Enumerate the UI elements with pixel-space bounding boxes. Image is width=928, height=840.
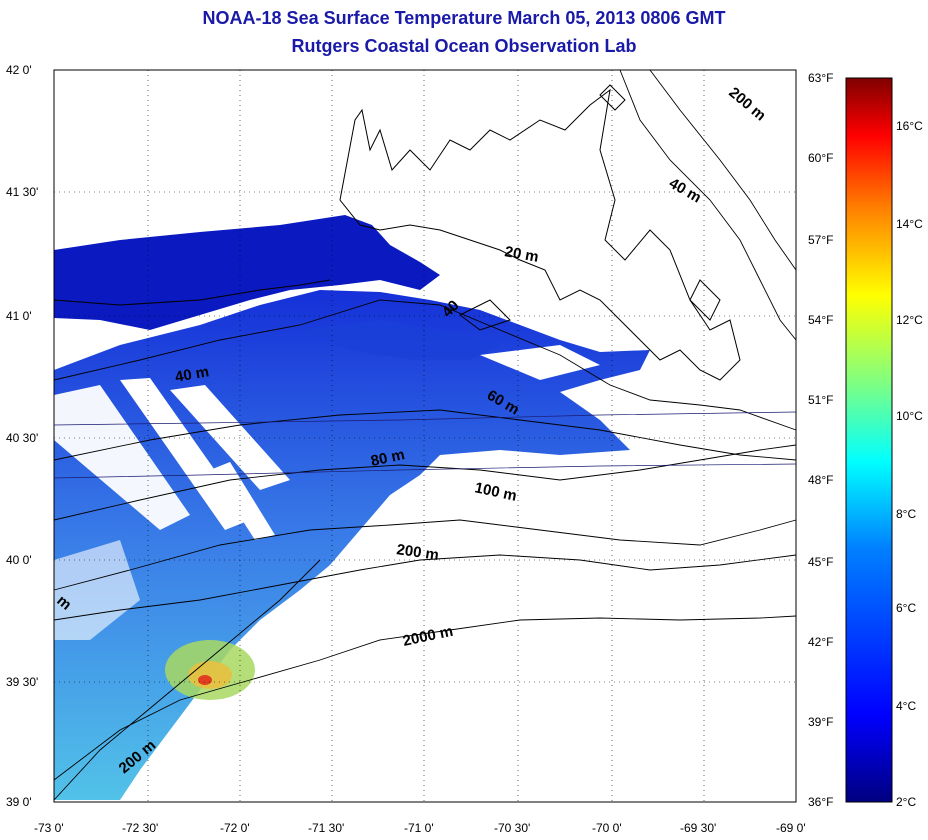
lat-label: 41 30' <box>6 185 38 199</box>
map-subtitle: Rutgers Coastal Ocean Observation Lab <box>291 36 637 56</box>
color-scale-bar <box>845 77 893 803</box>
celsius-label: 8°C <box>896 507 916 521</box>
lon-label: -71 30' <box>308 821 344 835</box>
bathymetry-contours <box>53 69 797 801</box>
fahrenheit-label: 48°F <box>808 473 833 487</box>
contour-label: 20 m <box>503 243 540 266</box>
lon-label: -69 30' <box>680 821 716 835</box>
celsius-label: 2°C <box>896 795 916 809</box>
fahrenheit-label: 36°F <box>808 795 833 809</box>
contour-label: 80 m <box>369 446 406 470</box>
map-title: NOAA-18 Sea Surface Temperature March 05… <box>202 8 726 28</box>
coastline <box>53 84 741 381</box>
celsius-label: 16°C <box>896 119 923 133</box>
sst-data-layer <box>54 215 650 800</box>
fahrenheit-label: 42°F <box>808 635 833 649</box>
contour-label: 40 m <box>666 175 704 207</box>
fahrenheit-label: 54°F <box>808 313 833 327</box>
lon-label: -71 0' <box>404 821 434 835</box>
lat-label: 39 30' <box>6 675 38 689</box>
fahrenheit-scale: 63°F 60°F 57°F 54°F 51°F 48°F 45°F 42°F … <box>808 71 833 809</box>
celsius-label: 12°C <box>896 313 923 327</box>
lon-label: -69 0' <box>776 821 806 835</box>
lat-label: 39 0' <box>6 795 32 809</box>
celsius-label: 4°C <box>896 699 916 713</box>
celsius-scale: 16°C 14°C 12°C 10°C 8°C 6°C 4°C 2°C <box>896 119 923 809</box>
contour-label: 2000 m <box>401 623 454 650</box>
fahrenheit-label: 45°F <box>808 555 833 569</box>
lat-label: 41 0' <box>6 309 32 323</box>
contour-label: 40 m <box>174 363 211 386</box>
fahrenheit-label: 39°F <box>808 715 833 729</box>
fahrenheit-label: 57°F <box>808 233 833 247</box>
contour-label: 200 m <box>395 541 439 564</box>
contour-label: 100 m <box>473 479 518 504</box>
celsius-label: 6°C <box>896 601 916 615</box>
fahrenheit-label: 51°F <box>808 393 833 407</box>
lat-label: 40 30' <box>6 431 38 445</box>
fahrenheit-label: 60°F <box>808 151 833 165</box>
lon-label: -70 30' <box>494 821 530 835</box>
celsius-label: 14°C <box>896 217 923 231</box>
lon-label: -72 0' <box>220 821 250 835</box>
map-frame <box>53 69 797 803</box>
lon-label: -73 0' <box>34 821 64 835</box>
latitude-labels: 42 0' 41 30' 41 0' 40 30' 40 0' 39 30' 3… <box>6 63 38 809</box>
fahrenheit-label: 63°F <box>808 71 833 85</box>
lat-label: 42 0' <box>6 63 32 77</box>
longitude-labels: -73 0' -72 30' -72 0' -71 30' -71 0' -70… <box>34 821 806 835</box>
lon-label: -70 0' <box>592 821 622 835</box>
lon-label: -72 30' <box>122 821 158 835</box>
lat-label: 40 0' <box>6 553 32 567</box>
celsius-label: 10°C <box>896 409 923 423</box>
contour-label: 200 m <box>725 84 769 124</box>
